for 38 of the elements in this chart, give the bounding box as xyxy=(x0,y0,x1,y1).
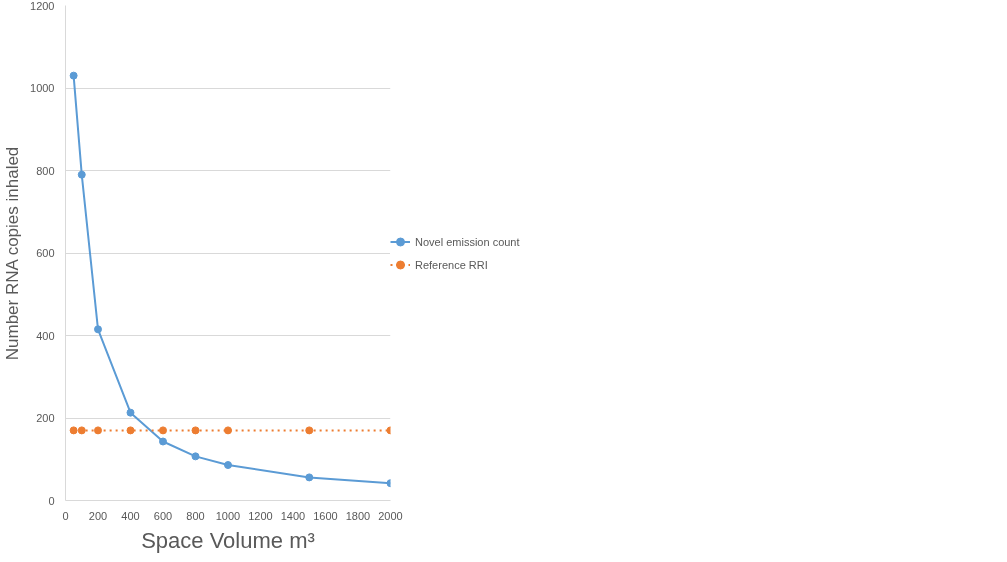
point xyxy=(94,426,102,435)
x-tick-label: 1400 xyxy=(280,509,306,522)
x-tick-label: 1000 xyxy=(215,509,241,522)
x-tick-label: 1200 xyxy=(248,509,273,522)
point xyxy=(77,426,86,435)
x-tick-label: 400 xyxy=(121,509,140,522)
x-tick-label: 600 xyxy=(153,509,173,522)
x-tick-label: 800 xyxy=(186,509,205,522)
point xyxy=(305,426,314,435)
x-tick-label: 0 xyxy=(62,509,69,522)
y-tick-label: 800 xyxy=(36,164,55,177)
legend-label: Reference RRI xyxy=(415,258,488,270)
point xyxy=(77,170,86,179)
y-tick-label: 1200 xyxy=(30,0,55,12)
point xyxy=(69,426,78,435)
y-tick-label: 0 xyxy=(48,494,55,507)
y-tick-label: 400 xyxy=(36,329,55,342)
point xyxy=(159,437,167,446)
point xyxy=(191,452,200,461)
y-tick-label: 1000 xyxy=(30,82,55,94)
point xyxy=(159,426,167,435)
point xyxy=(126,408,135,417)
legend-label: Novel emission count xyxy=(415,235,520,247)
point xyxy=(69,71,78,80)
x-tick-label: 2000 xyxy=(378,509,403,522)
point xyxy=(191,426,200,435)
x-tick-label: 1800 xyxy=(345,509,371,522)
point xyxy=(126,426,135,435)
y-axis-title: Number RNA copies inhaled xyxy=(3,146,23,361)
point xyxy=(305,473,314,482)
x-axis-title: Space Volume m³ xyxy=(141,527,315,553)
point xyxy=(224,461,232,470)
y-tick-label: 600 xyxy=(36,247,55,259)
point xyxy=(94,325,102,334)
y-tick-label: 200 xyxy=(36,412,55,424)
x-tick-label: 200 xyxy=(88,509,108,522)
x-tick-label: 1600 xyxy=(313,509,338,522)
point xyxy=(224,426,232,435)
